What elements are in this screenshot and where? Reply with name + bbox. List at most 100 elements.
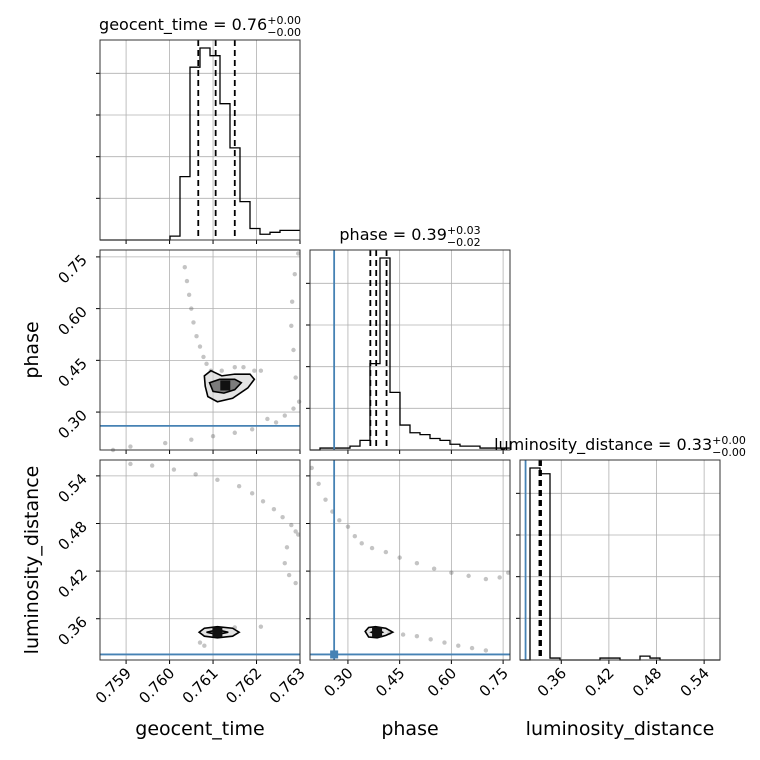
panel-geocent_time-vs-luminosity_distance-point-4 <box>215 477 220 483</box>
hist-geocent_time <box>96 39 301 244</box>
hist-phase-title-value: phase = 0.39 <box>339 225 446 244</box>
panel-geocent_time-vs-phase-point-13 <box>252 368 257 373</box>
xtick-label-luminosity_distance-1: 0.42 <box>581 664 617 700</box>
panel-geocent_time-vs-luminosity_distance-point-19 <box>258 624 264 629</box>
panel-geocent_time-vs-phase-point-6 <box>197 344 203 349</box>
panel-geocent_time-vs-luminosity_distance-point-21 <box>202 643 207 648</box>
panel-geocent_time-vs-phase-point-12 <box>241 365 246 370</box>
panel-phase-vs-luminosity_distance-point-12 <box>431 566 437 571</box>
panel-geocent_time-vs-phase-point-3 <box>189 306 194 311</box>
xtick-label-geocent_time-2: 0.761 <box>179 664 222 707</box>
hist-geocent_time-border <box>99 39 301 241</box>
xtick-label-geocent_time-1: 0.760 <box>135 664 178 707</box>
panel-geocent_time-vs-phase-point-17 <box>282 413 287 418</box>
panel-geocent_time-vs-luminosity_distance-point-13 <box>284 545 290 550</box>
panel-geocent_time-vs-luminosity_distance-point-20 <box>197 640 203 645</box>
panel-geocent_time-vs-luminosity_distance-point-12 <box>296 532 301 537</box>
panel-geocent_time-vs-luminosity_distance-point-7 <box>260 499 266 504</box>
ytick-label-luminosity_distance-0: 0.36 <box>54 613 90 649</box>
xtick-label-geocent_time-4: 0.763 <box>266 664 309 707</box>
panel-phase-vs-luminosity_distance-point-6 <box>352 533 358 539</box>
panel-geocent_time-vs-luminosity_distance-point-14 <box>282 560 287 566</box>
panel-phase-vs-luminosity_distance-point-17 <box>506 570 511 575</box>
panel-geocent_time-vs-phase-point-18 <box>291 406 296 411</box>
panel-phase-vs-luminosity_distance-bg <box>310 460 510 660</box>
panel-geocent_time-vs-phase-point-4 <box>191 320 196 325</box>
panel-phase-vs-luminosity_distance <box>306 459 511 664</box>
ytick-label-luminosity_distance-3: 0.54 <box>54 470 90 506</box>
panel-geocent_time-vs-luminosity_distance-point-6 <box>249 491 255 496</box>
panel-geocent_time-vs-phase-point-29 <box>189 437 194 442</box>
hist-geocent_time-title-value: geocent_time = 0.76 <box>99 15 267 35</box>
ylabel-luminosity_distance: luminosity_distance <box>21 466 43 655</box>
panel-geocent_time-vs-phase-point-22 <box>289 323 294 329</box>
hist-geocent_time-bg <box>100 40 300 240</box>
panel-phase-vs-luminosity_distance-point-8 <box>369 545 375 551</box>
panel-geocent_time-vs-phase-point-31 <box>128 444 133 449</box>
xtick-label-phase-3: 0.75 <box>476 664 512 700</box>
panel-phase-vs-luminosity_distance-point-24 <box>469 645 475 651</box>
panel-geocent_time-vs-phase-point-19 <box>296 399 302 404</box>
panel-geocent_time-vs-luminosity_distance-point-9 <box>280 514 285 520</box>
panel-geocent_time-vs-phase-point-21 <box>291 347 296 353</box>
panel-geocent_time-vs-phase-point-30 <box>163 440 168 446</box>
hist-phase-title-plus: +0.03 <box>447 224 481 237</box>
panel-phase-vs-luminosity_distance-point-16 <box>497 575 502 580</box>
panel-phase-vs-luminosity_distance-point-0 <box>309 465 314 471</box>
panel-geocent_time-vs-phase-point-15 <box>265 416 270 422</box>
panel-geocent_time-vs-phase-border <box>99 249 301 451</box>
panel-geocent_time-vs-phase-point-7 <box>201 354 206 360</box>
panel-phase-vs-luminosity_distance-point-25 <box>483 648 489 653</box>
xtick-label-geocent_time-0: 0.759 <box>92 664 135 707</box>
xlabel-phase: phase <box>381 718 438 740</box>
panel-geocent_time-vs-phase-point-20 <box>293 375 298 380</box>
panel-phase-vs-luminosity_distance-point-23 <box>456 643 461 648</box>
panel-phase-vs-luminosity_distance-border <box>309 459 511 661</box>
panel-phase-vs-luminosity_distance-point-1 <box>316 481 321 487</box>
hist-phase-border <box>309 249 511 451</box>
panel-geocent_time-vs-luminosity_distance-point-0 <box>128 461 133 467</box>
panel-geocent_time-vs-luminosity_distance-point-5 <box>236 483 242 489</box>
hist-phase-title: phase = 0.39+0.03 <box>339 224 480 244</box>
panel-phase-vs-luminosity_distance-point-15 <box>483 576 489 582</box>
xtick-label-phase-2: 0.60 <box>424 664 460 700</box>
panel-phase-vs-luminosity_distance-truth-marker <box>330 650 339 659</box>
panel-geocent_time-vs-luminosity_distance-point-16 <box>293 580 298 586</box>
panel-geocent_time-vs-phase-point-5 <box>194 334 199 339</box>
panel-phase-vs-luminosity_distance-point-14 <box>466 573 471 579</box>
panel-geocent_time-vs-phase-peak <box>220 380 231 391</box>
xtick-label-luminosity_distance-2: 0.48 <box>629 664 665 700</box>
panel-geocent_time-vs-phase-point-1 <box>184 278 190 284</box>
hist-phase-title-minus: −0.02 <box>447 236 481 249</box>
hist-geocent_time-title: geocent_time = 0.76+0.00 <box>99 14 301 35</box>
xlabel-geocent_time: geocent_time <box>135 718 264 740</box>
panel-geocent_time-vs-phase-point-10 <box>219 368 224 373</box>
hist-geocent_time-title-minus: −0.00 <box>267 26 301 39</box>
panel-geocent_time-vs-luminosity_distance <box>96 459 301 664</box>
panel-geocent_time-vs-phase-point-24 <box>292 271 297 277</box>
xtick-label-luminosity_distance-0: 0.36 <box>534 664 570 700</box>
panel-phase-vs-luminosity_distance-point-10 <box>397 555 402 560</box>
panel-geocent_time-vs-phase-point-0 <box>182 265 187 270</box>
panel-phase-vs-luminosity_distance-point-21 <box>428 637 433 642</box>
panel-phase-vs-luminosity_distance-peak <box>372 627 383 638</box>
panel-phase-vs-luminosity_distance-point-7 <box>359 541 364 546</box>
xlabel-luminosity_distance: luminosity_distance <box>526 718 715 740</box>
panel-geocent_time-vs-phase-point-25 <box>296 251 301 256</box>
panel-geocent_time-vs-phase-bg <box>100 250 300 450</box>
panel-geocent_time-vs-luminosity_distance-point-2 <box>171 467 177 472</box>
panel-phase-vs-luminosity_distance-point-22 <box>442 640 447 645</box>
panel-geocent_time-vs-luminosity_distance-point-11 <box>293 529 298 534</box>
hist-luminosity_distance-border <box>519 459 721 661</box>
xtick-label-geocent_time-3: 0.762 <box>222 664 265 707</box>
panel-geocent_time-vs-phase-point-23 <box>289 299 295 304</box>
hist-luminosity_distance-title: luminosity_distance = 0.33+0.00 <box>494 434 746 455</box>
panel-geocent_time-vs-phase-point-16 <box>273 420 279 425</box>
panel-geocent_time-vs-luminosity_distance-point-1 <box>149 463 155 468</box>
panel-geocent_time-vs-phase <box>96 249 302 454</box>
panel-phase-vs-luminosity_distance-point-19 <box>400 632 406 637</box>
panel-geocent_time-vs-luminosity_distance-point-8 <box>271 507 277 512</box>
panel-phase-vs-luminosity_distance-point-5 <box>345 524 351 529</box>
panel-geocent_time-vs-luminosity_distance-point-3 <box>193 472 198 477</box>
